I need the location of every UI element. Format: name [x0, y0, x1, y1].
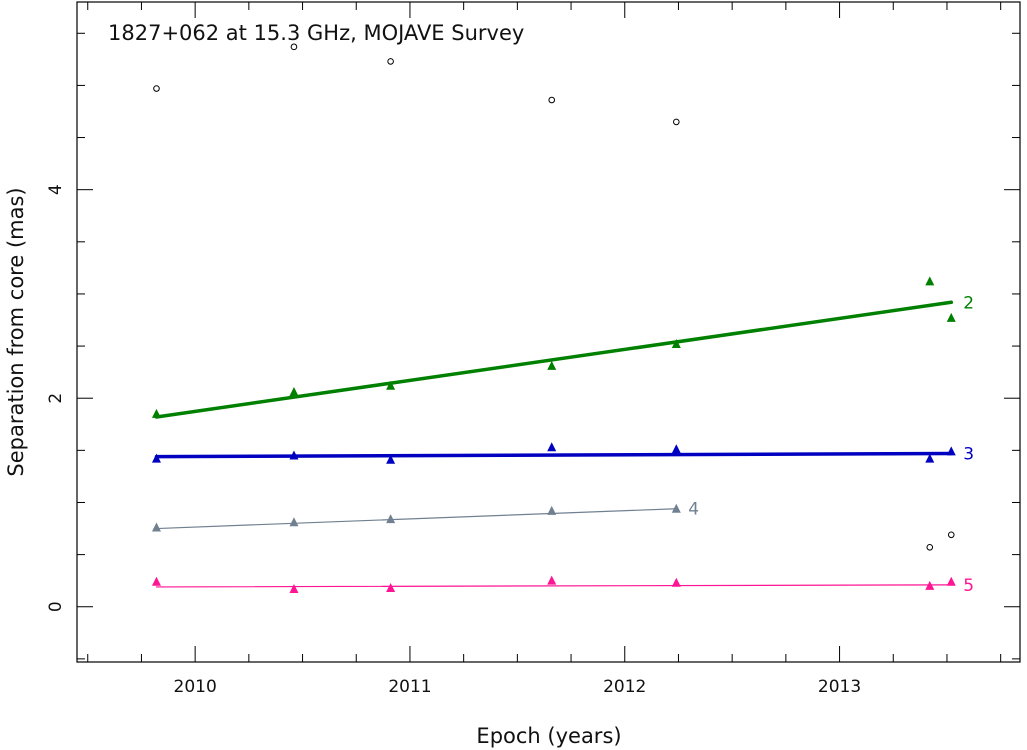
data-point-component-4: [151, 522, 161, 532]
plot-frame: [76, 1, 1021, 663]
data-point-component-5: [671, 577, 681, 587]
data-point-component-2: [151, 408, 161, 418]
data-point-unassigned: [947, 531, 955, 539]
data-point-component-2: [671, 338, 681, 348]
data-point-unassigned: [926, 544, 934, 551]
x-tick-label: 2013: [818, 677, 861, 697]
series-label-3: 3: [963, 444, 974, 464]
data-point-component-3: [386, 454, 396, 464]
chart-title: 1827+062 at 15.3 GHz, MOJAVE Survey: [108, 21, 524, 45]
y-tick-labels: 0 2 4: [46, 184, 66, 612]
data-point-component-2: [946, 312, 956, 322]
y-tick-label: 4: [46, 184, 66, 195]
fit-line-component-4: [155, 508, 677, 530]
x-axis-label: Epoch (years): [476, 724, 621, 748]
data-point-component-5: [289, 584, 299, 594]
data-point-component-5: [946, 576, 956, 586]
data-point-component-5: [386, 582, 396, 592]
series-label-2: 2: [963, 293, 974, 313]
data-point-component-2: [547, 360, 557, 370]
data-point-unassigned: [548, 96, 556, 104]
x-tick-labels: 2010 2011 2012 2013: [174, 677, 862, 697]
y-tick-label: 2: [46, 393, 66, 404]
data-point-unassigned: [153, 85, 160, 92]
series-label-4: 4: [688, 500, 699, 520]
data-point-component-3: [547, 442, 557, 452]
data-point-component-3: [946, 446, 956, 456]
data-point-unassigned: [673, 118, 680, 126]
fit-line-component-3: [154, 451, 954, 459]
data-point-unassigned: [387, 58, 394, 65]
data-point-component-2: [386, 380, 396, 390]
data-point-component-5: [547, 575, 557, 585]
data-point-component-4: [547, 505, 557, 515]
fit-line-component-5: [155, 584, 952, 588]
data-points: [151, 43, 956, 594]
axis-ticks: [77, 2, 1020, 662]
data-point-component-3: [151, 453, 161, 463]
data-point-component-2: [289, 386, 299, 396]
data-point-component-5: [151, 576, 161, 586]
series-labels: 2 3 4 5: [688, 293, 974, 596]
data-point-component-3: [671, 444, 681, 454]
data-point-component-3: [289, 450, 299, 460]
y-axis-label: Separation from core (mas): [4, 187, 28, 476]
x-tick-label: 2010: [174, 677, 217, 697]
y-tick-label: 0: [46, 601, 66, 612]
data-point-component-5: [925, 580, 935, 590]
data-point-component-4: [289, 517, 299, 527]
data-point-component-4: [386, 514, 396, 524]
data-point-component-3: [925, 453, 935, 463]
data-point-component-4: [671, 503, 681, 513]
fit-line-component-2: [154, 300, 954, 419]
x-tick-label: 2012: [603, 677, 646, 697]
x-tick-label: 2011: [388, 677, 431, 697]
data-point-component-2: [925, 276, 935, 286]
series-label-5: 5: [963, 576, 974, 596]
fit-lines: [154, 300, 954, 588]
data-point-unassigned: [290, 43, 298, 51]
